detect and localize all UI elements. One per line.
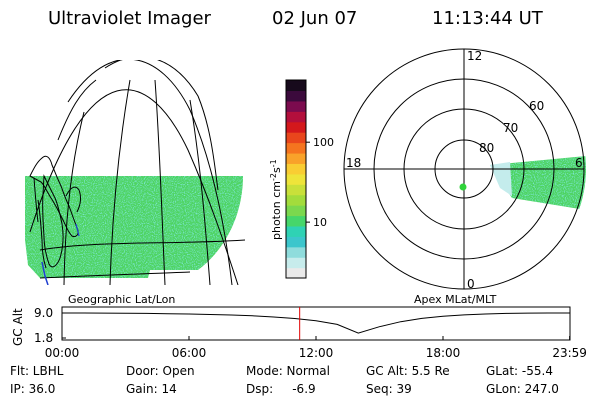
colorbar-segment [286, 163, 306, 175]
mlt-label-18: 18 [346, 156, 361, 170]
colorbar-segment [286, 90, 306, 102]
polar-panel-label: Apex MLat/MLT [414, 293, 497, 306]
altitude-x-tick-label: 23:59 [552, 346, 587, 360]
colorbar-segment [286, 236, 306, 248]
glon-status: GLon: 247.0 [486, 382, 559, 396]
colorbar-unit-label: photon cm-2s-1 [269, 159, 284, 240]
colorbar-unit: photon cm [270, 181, 283, 240]
mlt-label-0: 0 [467, 277, 475, 291]
colorbar-segment [286, 225, 306, 237]
colorbar-segment [286, 100, 306, 112]
geographic-auroral-image [25, 176, 243, 278]
colorbar-segment [286, 194, 306, 206]
colorbar-segment [286, 205, 306, 217]
magnetic-pole-marker [459, 183, 467, 191]
geographic-image-panel: Geographic Lat/Lon [25, 60, 246, 306]
polar-grid [343, 48, 585, 290]
colorbar-ticks: 100 10 [306, 136, 334, 229]
altitude-axis-title: GC Alt [11, 308, 25, 346]
altitude-x-tick-label: 00:00 [45, 346, 80, 360]
colorbar-unit-exp2: -1 [269, 159, 278, 167]
colorbar-segment [286, 246, 306, 258]
colorbar-segment [286, 173, 306, 185]
altitude-x-tick-label: 18:00 [426, 346, 461, 360]
colorbar-segment [286, 121, 306, 133]
dsp-status: Dsp: -6.9 [246, 382, 316, 396]
altitude-x-tick-label: 06:00 [172, 346, 207, 360]
altitude-y-tick-label: 1.8 [34, 331, 53, 345]
mlt-label-12: 12 [467, 49, 482, 63]
colorbar-segment [286, 152, 306, 164]
mlat-label-80: 80 [479, 141, 494, 155]
continent-outline [29, 155, 81, 269]
colorbar-gradient [286, 80, 306, 279]
polar-mlat-mlt-panel: 12 18 6 0 80 70 60 Apex MLat/MLT [343, 48, 586, 306]
colorbar-unit-mid: s [270, 167, 283, 173]
altitude-x-ticks: 00:00 06:00 12:00 18:00 23:59 [45, 336, 587, 360]
lat-lon-grid [29, 60, 246, 285]
altitude-chart: GC Alt 9.0 1.8 00:00 06:00 12:00 18:00 23:59 [11, 306, 587, 360]
ip-status: IP: 36.0 [10, 382, 55, 396]
mlat-label-70: 70 [503, 121, 518, 135]
instrument-title: Ultraviolet Imager [48, 8, 212, 29]
colorbar-tick-label: 10 [313, 216, 327, 229]
altitude-x-tick-label: 12:00 [299, 346, 334, 360]
colorbar-segment [286, 215, 306, 227]
colorbar-segment [286, 267, 306, 279]
glat-status: GLat: -55.4 [486, 364, 553, 378]
filter-status: Flt: LBHL [10, 364, 64, 378]
mlt-label-6: 6 [575, 156, 583, 170]
gain-status: Gain: 14 [126, 382, 177, 396]
seq-status: Seq: 39 [366, 382, 412, 396]
colorbar-unit-exp1: -2 [269, 173, 278, 181]
door-status: Door: Open [126, 364, 195, 378]
gc-alt-status: GC Alt: 5.5 Re [366, 364, 450, 378]
blue-coastline-2 [75, 223, 80, 237]
altitude-plot-frame [61, 306, 571, 341]
date-label: 02 Jun 07 [272, 8, 357, 29]
geo-panel-label: Geographic Lat/Lon [68, 293, 175, 306]
colorbar-segment [286, 111, 306, 123]
colorbar: 100 10 photon cm-2s-1 [269, 79, 334, 279]
blue-coastline [41, 261, 49, 285]
polar-auroral-edge [490, 162, 512, 196]
colorbar-segment [286, 257, 306, 269]
altitude-y-ticks: 9.0 1.8 [34, 306, 66, 345]
colorbar-tick-label: 100 [313, 136, 334, 149]
colorbar-segment [286, 184, 306, 196]
altitude-y-tick-label: 9.0 [34, 306, 53, 320]
colorbar-segment [286, 132, 306, 144]
altitude-series-line [62, 312, 570, 334]
mode-status: Mode: Normal [246, 364, 330, 378]
time-label: 11:13:44 UT [432, 8, 544, 29]
colorbar-segment [286, 80, 306, 92]
colorbar-frame [285, 79, 307, 279]
mlat-label-60: 60 [529, 99, 544, 113]
status-panel: Flt: LBHL IP: 36.0 Door: Open Gain: 14 M… [10, 364, 559, 396]
colorbar-segment [286, 142, 306, 154]
